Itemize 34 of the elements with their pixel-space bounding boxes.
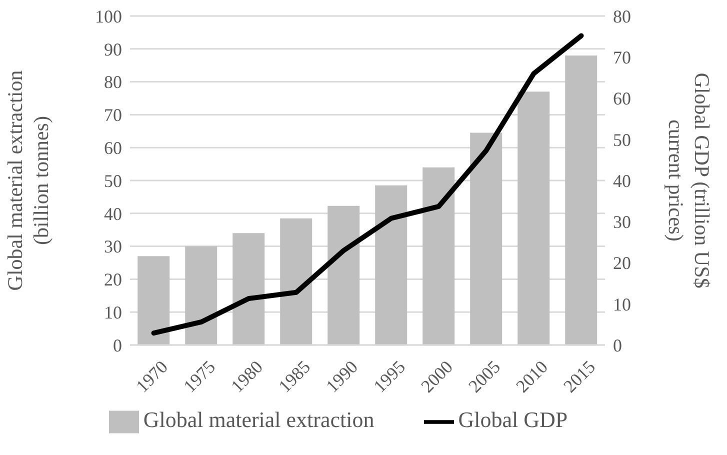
legend-label: Global material extraction — [143, 407, 374, 432]
y-tick-label: 10 — [104, 302, 122, 322]
y2-tick-label: 50 — [613, 130, 631, 150]
y-axis-title: Global material extraction (billion tonnes) — [3, 70, 53, 291]
bar — [422, 167, 455, 345]
y2-tick-label: 0 — [613, 335, 622, 356]
bar — [138, 256, 170, 345]
y-tick-label: 60 — [104, 138, 122, 158]
bar — [232, 233, 265, 345]
y2-tick-label: 30 — [613, 212, 631, 232]
bar — [565, 55, 598, 345]
legend-label: Global GDP — [458, 407, 568, 432]
y-tick-label: 50 — [104, 170, 122, 191]
bar — [280, 218, 312, 345]
y2-tick-label: 60 — [613, 88, 631, 109]
y2-tick-label: 10 — [613, 294, 631, 314]
bar — [185, 246, 218, 345]
y-tick-label: 20 — [104, 270, 122, 290]
y-tick-label: 0 — [113, 335, 122, 356]
y-tick-label: 80 — [104, 72, 122, 92]
y-tick-label: 70 — [104, 105, 122, 126]
y2-tick-label: 80 — [613, 6, 631, 26]
y-tick-label: 40 — [104, 204, 122, 224]
y-tick-label: 100 — [95, 6, 122, 26]
y-tick-label: 90 — [104, 39, 122, 60]
bar — [375, 185, 408, 345]
bar — [328, 206, 360, 345]
bar — [470, 132, 502, 345]
y-tick-label: 30 — [104, 236, 122, 257]
y2-axis-title: Global GDP (trillion US$ current prices) — [664, 72, 714, 288]
bar — [518, 92, 550, 345]
y2-tick-label: 20 — [613, 253, 631, 274]
y2-tick-label: 40 — [613, 170, 631, 191]
y2-tick-label: 70 — [613, 48, 631, 68]
